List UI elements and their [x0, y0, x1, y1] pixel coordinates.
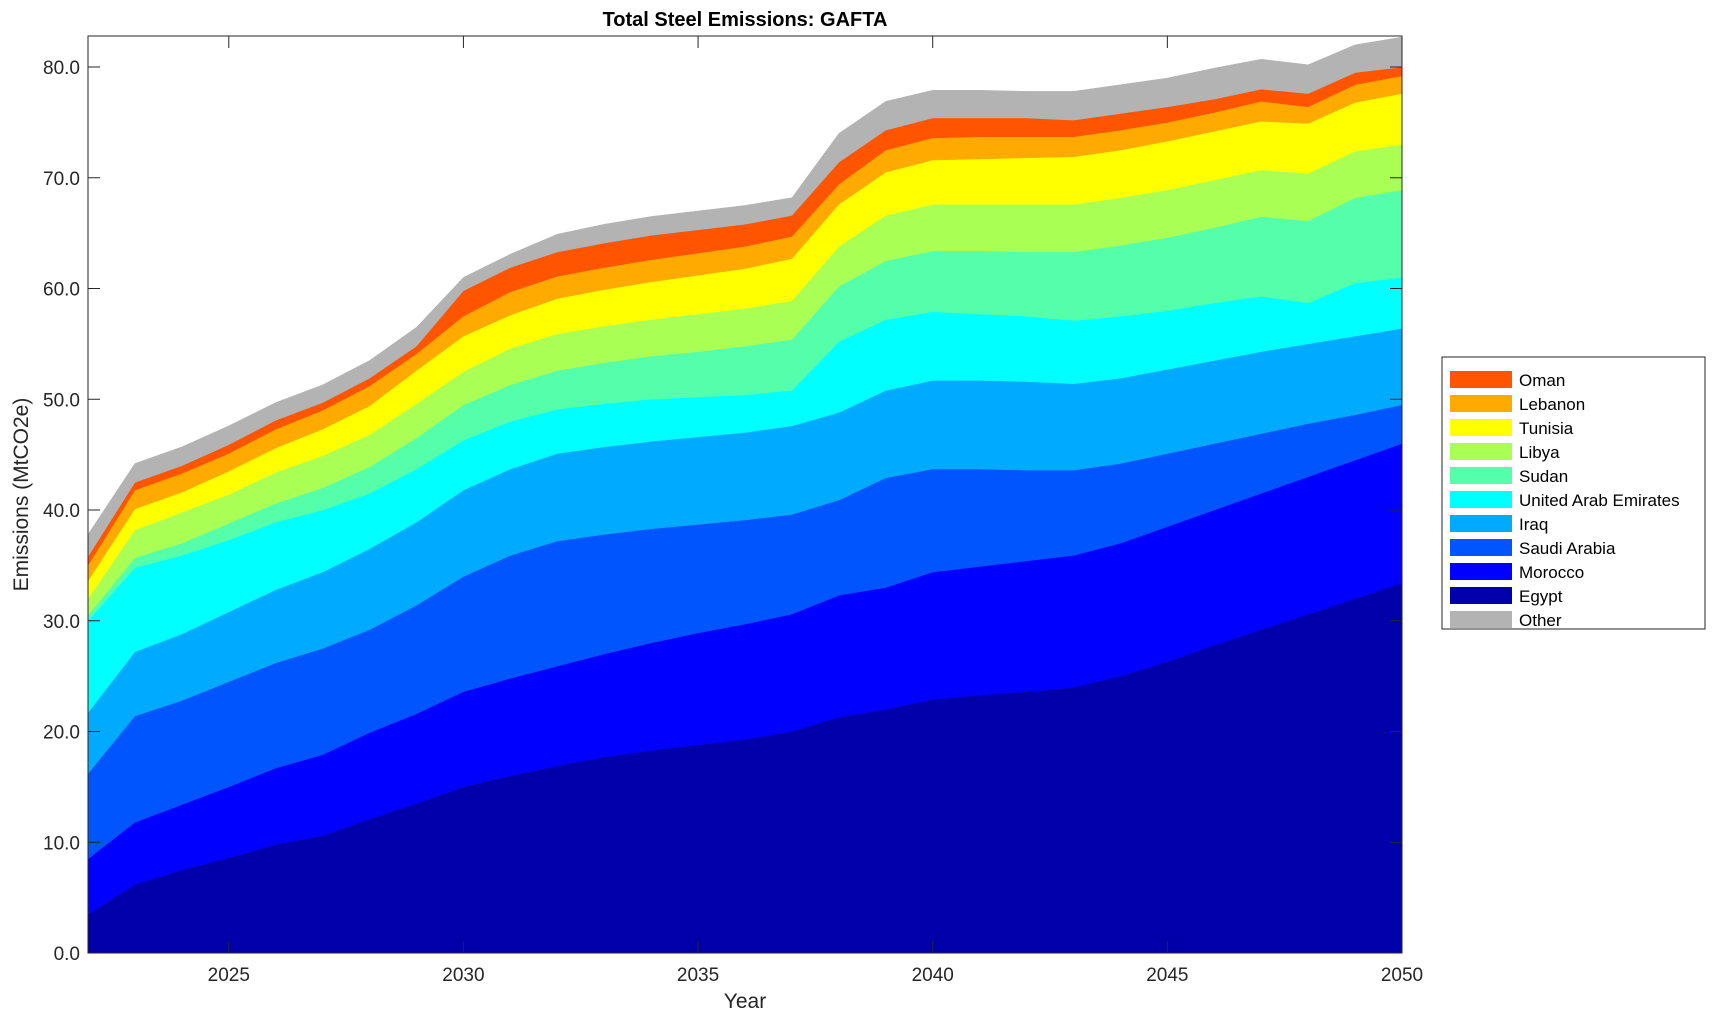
axis-ticks: 2025 2030 2035 2040 2045 2050 0.0 10.0 20.0 30.0 4…	[43, 36, 1423, 986]
legend-label: Libya	[1519, 443, 1560, 462]
x-tick-label: 2050	[1381, 965, 1423, 986]
x-tick-label: 2025	[208, 965, 250, 986]
x-tick-label: 2035	[677, 965, 719, 986]
legend-label: United Arab Emirates	[1519, 491, 1680, 510]
y-tick-label: 80.0	[43, 58, 80, 79]
legend-label: Tunisia	[1519, 419, 1574, 438]
y-tick-label: 20.0	[43, 723, 80, 744]
legend-swatch	[1450, 539, 1512, 556]
legend-label: Lebanon	[1519, 395, 1585, 414]
legend-swatch	[1450, 419, 1512, 436]
legend-swatch	[1450, 443, 1512, 460]
legend-label: Other	[1519, 611, 1562, 630]
legend-label: Oman	[1519, 371, 1565, 390]
legend-label: Saudi Arabia	[1519, 539, 1616, 558]
axes-box	[87, 35, 1403, 954]
legend-swatch	[1450, 467, 1512, 484]
legend-label: Egypt	[1519, 587, 1563, 606]
legend-swatch	[1450, 491, 1512, 508]
legend-swatch	[1450, 371, 1512, 388]
y-tick-label: 0.0	[54, 944, 80, 965]
y-tick-label: 70.0	[43, 169, 80, 190]
x-tick-label: 2045	[1146, 965, 1188, 986]
legend-label: Sudan	[1519, 467, 1568, 486]
x-tick-label: 2040	[912, 965, 954, 986]
legend-swatch	[1450, 611, 1512, 628]
y-tick-label: 10.0	[43, 833, 80, 854]
y-tick-label: 60.0	[43, 280, 80, 301]
x-tick-label: 2030	[442, 965, 484, 986]
x-axis-label: Year	[724, 990, 766, 1013]
legend: Oman Lebanon Tunisia Libya Sudan United Arab …	[1441, 356, 1706, 630]
legend-swatch	[1450, 515, 1512, 532]
y-tick-label: 40.0	[43, 501, 80, 522]
y-tick-label: 50.0	[43, 390, 80, 411]
legend-swatch	[1450, 587, 1512, 604]
y-axis-label: Emissions (MtCO2e)	[10, 398, 33, 592]
y-tick-label: 30.0	[43, 612, 80, 633]
legend-label: Morocco	[1519, 563, 1584, 582]
legend-swatch	[1450, 395, 1512, 412]
chart-title: Total Steel Emissions: GAFTA	[603, 9, 888, 31]
legend-swatch	[1450, 563, 1512, 580]
legend-label: Iraq	[1519, 515, 1548, 534]
area-layers	[87, 36, 1403, 954]
